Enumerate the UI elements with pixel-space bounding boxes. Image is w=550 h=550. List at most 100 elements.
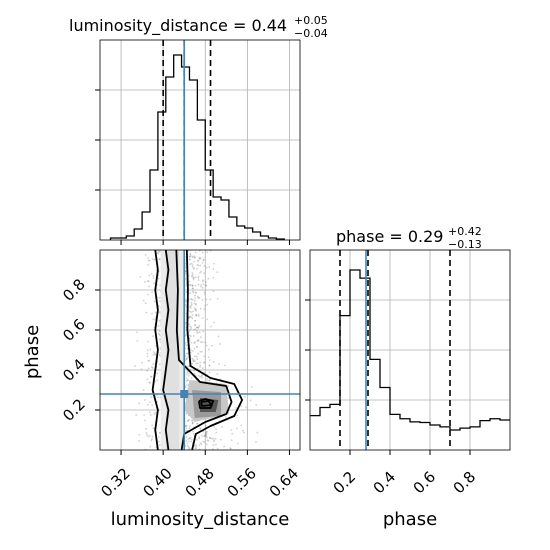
scatter-point bbox=[194, 355, 196, 358]
scatter-point bbox=[202, 283, 205, 286]
contour-line bbox=[175, 250, 233, 450]
scatter-point bbox=[194, 276, 197, 279]
phase-title-minus: −0.13 bbox=[448, 238, 482, 251]
scatter-point bbox=[216, 271, 219, 274]
scatter-point bbox=[154, 354, 157, 356]
y-axis-label-left: phase bbox=[22, 325, 43, 379]
scatter-point bbox=[192, 278, 195, 281]
scatter-point bbox=[200, 443, 203, 446]
scatter-point bbox=[205, 435, 207, 438]
scatter-point bbox=[142, 299, 145, 302]
scatter-point bbox=[158, 363, 161, 366]
scatter-point bbox=[193, 267, 196, 269]
scatter-point bbox=[191, 357, 194, 360]
scatter-point bbox=[149, 382, 151, 384]
joint-truth-marker bbox=[180, 390, 189, 398]
scatter-point bbox=[255, 404, 258, 406]
scatter-point bbox=[198, 437, 201, 440]
scatter-point bbox=[206, 251, 208, 253]
scatter-point bbox=[212, 276, 215, 279]
scatter-point bbox=[213, 321, 216, 324]
scatter-point bbox=[216, 297, 219, 300]
scatter-point bbox=[209, 298, 212, 301]
scatter-point bbox=[150, 439, 153, 442]
scatter-point bbox=[144, 399, 146, 401]
scatter-point bbox=[194, 294, 196, 297]
scatter-point bbox=[204, 293, 206, 296]
scatter-point bbox=[204, 304, 206, 307]
scatter-point bbox=[185, 412, 188, 415]
scatter-point bbox=[146, 349, 149, 351]
scatter-point bbox=[191, 284, 194, 287]
scatter-point bbox=[188, 446, 190, 449]
scatter-point bbox=[151, 258, 154, 261]
scatter-point bbox=[191, 284, 193, 286]
scatter-point bbox=[190, 316, 193, 319]
scatter-point bbox=[230, 429, 233, 432]
scatter-point bbox=[213, 440, 215, 443]
scatter-point bbox=[200, 375, 203, 377]
scatter-point bbox=[205, 379, 208, 382]
scatter-point bbox=[198, 436, 201, 438]
scatter-point bbox=[194, 308, 197, 311]
scatter-point bbox=[208, 379, 210, 382]
scatter-point bbox=[159, 443, 161, 446]
scatter-point bbox=[189, 335, 192, 338]
scatter-point bbox=[192, 430, 194, 433]
scatter-point bbox=[193, 342, 196, 345]
ld-title-minus: −0.04 bbox=[294, 27, 328, 40]
scatter-point bbox=[187, 323, 190, 326]
scatter-point bbox=[158, 431, 161, 434]
scatter-point bbox=[146, 369, 148, 372]
scatter-point bbox=[189, 305, 191, 308]
scatter-point bbox=[197, 279, 200, 282]
scatter-point bbox=[202, 280, 204, 283]
scatter-point bbox=[138, 433, 141, 436]
scatter-point bbox=[191, 422, 194, 425]
scatter-point bbox=[185, 334, 187, 336]
scatter-point bbox=[192, 276, 195, 279]
scatter-point bbox=[191, 362, 194, 365]
scatter-point bbox=[188, 258, 191, 261]
scatter-point bbox=[154, 311, 157, 314]
scatter-point bbox=[194, 369, 196, 372]
scatter-point bbox=[185, 429, 188, 432]
scatter-point bbox=[202, 279, 204, 282]
phase-y-tick-label: 0.6 bbox=[59, 315, 89, 345]
scatter-point bbox=[136, 331, 138, 334]
scatter-point bbox=[188, 325, 191, 328]
scatter-point bbox=[199, 427, 202, 430]
phase-y-tick-label: 0.4 bbox=[59, 355, 89, 385]
scatter-point bbox=[188, 339, 191, 342]
scatter-point bbox=[191, 298, 194, 301]
scatter-point bbox=[138, 440, 140, 442]
ld-x-tick-label: 0.40 bbox=[139, 464, 175, 500]
ld-x-tick-label: 0.56 bbox=[224, 464, 260, 500]
scatter-point bbox=[191, 421, 194, 424]
scatter-point bbox=[199, 271, 201, 274]
scatter-point bbox=[197, 297, 200, 300]
scatter-point bbox=[156, 379, 159, 382]
scatter-point bbox=[191, 271, 194, 274]
scatter-point bbox=[153, 352, 156, 355]
scatter-point bbox=[158, 250, 160, 253]
scatter-point bbox=[195, 447, 197, 450]
scatter-point bbox=[192, 267, 195, 270]
scatter-point bbox=[188, 255, 191, 258]
scatter-point bbox=[150, 396, 152, 399]
scatter-point bbox=[194, 303, 197, 305]
scatter-point bbox=[194, 328, 197, 331]
scatter-point bbox=[205, 266, 208, 269]
scatter-point bbox=[158, 354, 161, 356]
scatter-point bbox=[146, 403, 149, 406]
contour-line bbox=[185, 250, 244, 450]
scatter-point bbox=[146, 355, 149, 358]
scatter-point bbox=[186, 420, 189, 423]
contour-line bbox=[151, 250, 159, 450]
scatter-point bbox=[198, 315, 200, 317]
scatter-point bbox=[249, 399, 252, 402]
scatter-point bbox=[199, 361, 202, 364]
scatter-point bbox=[186, 365, 189, 368]
scatter-point bbox=[187, 356, 189, 359]
